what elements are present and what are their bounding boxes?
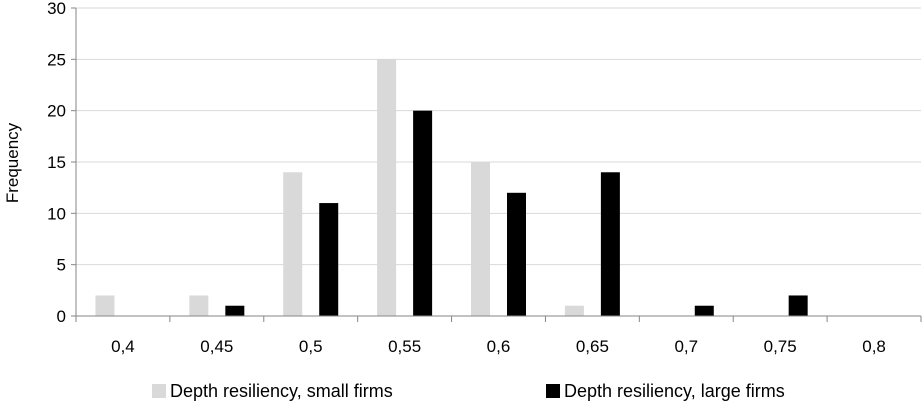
x-tick-label: 0,75 bbox=[764, 337, 797, 356]
x-tick-label: 0,45 bbox=[200, 337, 233, 356]
bar-small-firms bbox=[283, 172, 303, 316]
bar-large-firms bbox=[507, 192, 526, 316]
legend: Depth resiliency, small firms Depth resil… bbox=[152, 381, 785, 401]
x-tick-label: 0,4 bbox=[111, 337, 135, 356]
bar-small-firms bbox=[377, 59, 397, 316]
x-tick-label: 0,55 bbox=[388, 337, 421, 356]
bar-small-firms bbox=[564, 305, 584, 316]
bar-large-firms bbox=[319, 203, 339, 316]
bar-large-firms bbox=[694, 305, 714, 316]
y-tick-label: 0 bbox=[57, 307, 66, 326]
x-tick-label: 0,7 bbox=[674, 337, 698, 356]
y-tick-label: 20 bbox=[47, 102, 66, 121]
axes bbox=[71, 7, 922, 322]
y-tick-label: 25 bbox=[47, 50, 66, 69]
bar-small-firms bbox=[471, 162, 490, 316]
x-tick-label: 0,5 bbox=[299, 337, 323, 356]
bar-large-firms bbox=[600, 172, 620, 316]
x-tick-label: 0,8 bbox=[862, 337, 886, 356]
legend-swatch bbox=[546, 384, 560, 398]
bars bbox=[95, 59, 808, 317]
legend-label: Depth resiliency, large firms bbox=[564, 381, 785, 401]
y-tick-label: 30 bbox=[47, 0, 66, 18]
y-tick-label: 5 bbox=[57, 256, 66, 275]
legend-swatch bbox=[152, 384, 166, 398]
y-axis-title: Frequency bbox=[3, 122, 22, 203]
bar-small-firms bbox=[189, 295, 209, 316]
legend-label: Depth resiliency, small firms bbox=[170, 381, 393, 401]
bar-large-firms bbox=[788, 295, 808, 316]
x-tick-label: 0,65 bbox=[576, 337, 609, 356]
bar-large-firms bbox=[225, 305, 245, 316]
bar-small-firms bbox=[95, 295, 115, 316]
y-tick-label: 15 bbox=[47, 153, 66, 172]
y-tick-label: 10 bbox=[47, 204, 66, 223]
gridlines bbox=[76, 7, 921, 266]
x-tick-labels: 0,4 0,45 0,5 0,55 0,6 0,65 0,7 0,75 0,8 bbox=[111, 337, 886, 356]
x-tick-label: 0,6 bbox=[487, 337, 511, 356]
bar-large-firms bbox=[413, 110, 433, 317]
y-tick-labels: 0 5 10 15 20 25 30 bbox=[47, 0, 66, 326]
